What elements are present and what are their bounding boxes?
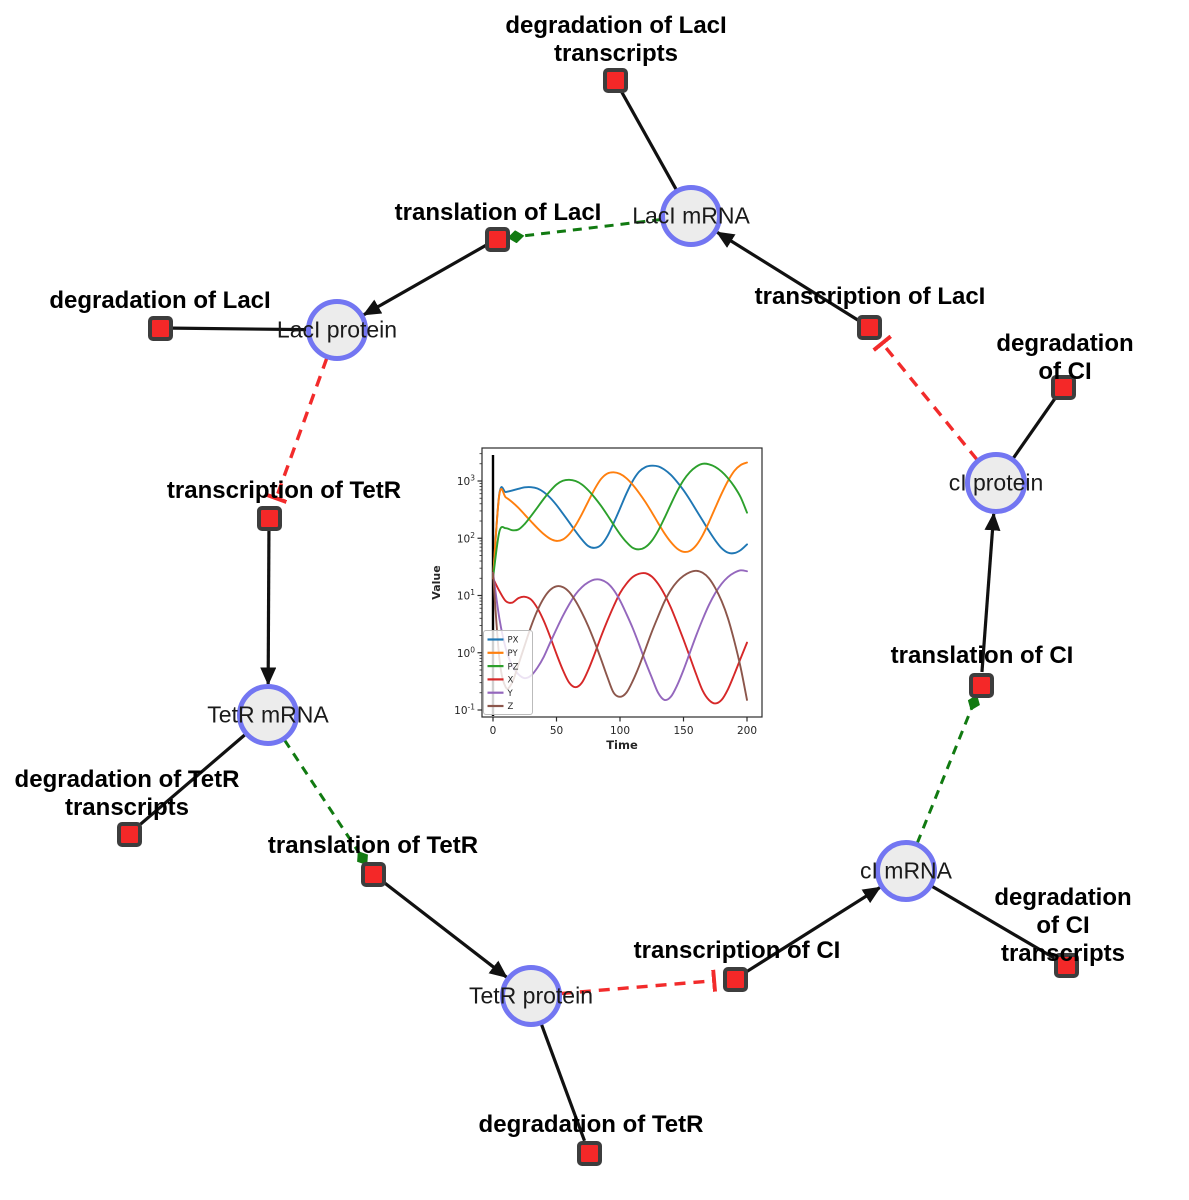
plot-curve-X (492, 572, 748, 705)
species-node-ci_mrna[interactable] (875, 840, 937, 902)
plot-curve-Z (492, 569, 748, 701)
x-tick-label: 50 (550, 725, 563, 737)
legend-label-PX: PX (508, 636, 519, 646)
plot-curve-Y (492, 569, 748, 702)
reaction-node-transl_tetr[interactable] (360, 861, 386, 887)
edge-inhibitor-tetr_protein-transcr_ci (560, 969, 717, 996)
edge-inhibitor-ci_protein-transcr_laci (872, 334, 979, 461)
y-tick-label: 103 (457, 474, 475, 489)
x-tick-label: 0 (490, 725, 497, 737)
plot-curve-PY (492, 461, 748, 580)
edge-reactant-laci_protein-deg_laci (172, 326, 308, 332)
edge-modifier-laci_mrna-transl_laci (507, 218, 662, 244)
edge-product-tetr_mrna-transcr_tetr (260, 530, 277, 686)
species-node-laci_protein[interactable] (306, 299, 368, 361)
y-tick-label: 101 (457, 588, 475, 603)
edge-reactant-laci_mrna-deg_laci_tr (619, 90, 678, 191)
reaction-node-transcr_ci[interactable] (722, 966, 748, 992)
legend-label-X: X (508, 676, 514, 686)
edge-modifier-tetr_mrna-transl_tetr (283, 739, 368, 866)
x-axis-label: Time (606, 738, 638, 752)
edge-product-ci_protein-transl_ci (980, 512, 1001, 673)
reaction-node-deg_tetr_tr[interactable] (116, 821, 142, 847)
reaction-node-deg_tetr[interactable] (576, 1140, 602, 1166)
x-tick-label: 100 (610, 725, 630, 737)
x-tick-label: 200 (737, 725, 757, 737)
legend-label-PY: PY (508, 649, 519, 659)
species-node-ci_protein[interactable] (965, 452, 1027, 514)
edge-reactant-tetr_protein-deg_tetr (539, 1023, 586, 1142)
reaction-node-transcr_laci[interactable] (856, 314, 882, 340)
legend-label-PZ: PZ (508, 662, 519, 672)
reaction-node-transl_laci[interactable] (484, 226, 510, 252)
reaction-node-transl_ci[interactable] (968, 672, 994, 698)
reaction-node-transcr_tetr[interactable] (256, 505, 282, 531)
edge-reactant-ci_mrna-deg_ci_tr (931, 884, 1056, 960)
edge-product-ci_mrna-transcr_ci (745, 886, 882, 974)
y-tick-label: 102 (457, 531, 475, 546)
legend-label-Z: Z (508, 702, 514, 712)
species-node-tetr_mrna[interactable] (237, 684, 299, 746)
plot-curves (492, 461, 748, 705)
reaction-node-deg_laci_tr[interactable] (602, 67, 628, 93)
edge-product-laci_protein-transl_laci (362, 244, 487, 317)
edge-reactant-tetr_mrna-deg_tetr_tr (137, 733, 247, 827)
y-tick-label: 100 (457, 645, 475, 660)
species-node-tetr_protein[interactable] (500, 965, 562, 1027)
plot-spines (481, 447, 763, 718)
reaction-node-deg_laci[interactable] (147, 315, 173, 341)
reaction-node-deg_ci[interactable] (1050, 374, 1076, 400)
edge-reactant-ci_protein-deg_ci (1011, 396, 1057, 460)
edge-product-laci_mrna-transcr_laci (716, 231, 859, 322)
edge-inhibitor-laci_protein-transcr_tetr (265, 357, 329, 504)
edge-modifier-ci_mrna-transl_ci (915, 694, 980, 844)
reaction-node-deg_ci_tr[interactable] (1053, 952, 1079, 978)
edge-product-tetr_protein-transl_tetr (382, 880, 508, 979)
legend-label-Y: Y (507, 689, 514, 699)
species-node-laci_mrna[interactable] (660, 185, 722, 247)
plot-curve-PZ (492, 462, 748, 580)
y-axis-label: Value (430, 565, 443, 599)
x-tick-label: 150 (673, 725, 693, 737)
simulation-plot: 0 50 100 150 20010-1100101102103TimeValuePXP… (430, 447, 763, 752)
y-tick-label: 10-1 (454, 703, 475, 718)
plot-legend: PX PY PZ XYZ (483, 630, 533, 715)
plot-curve-PX (492, 464, 748, 580)
